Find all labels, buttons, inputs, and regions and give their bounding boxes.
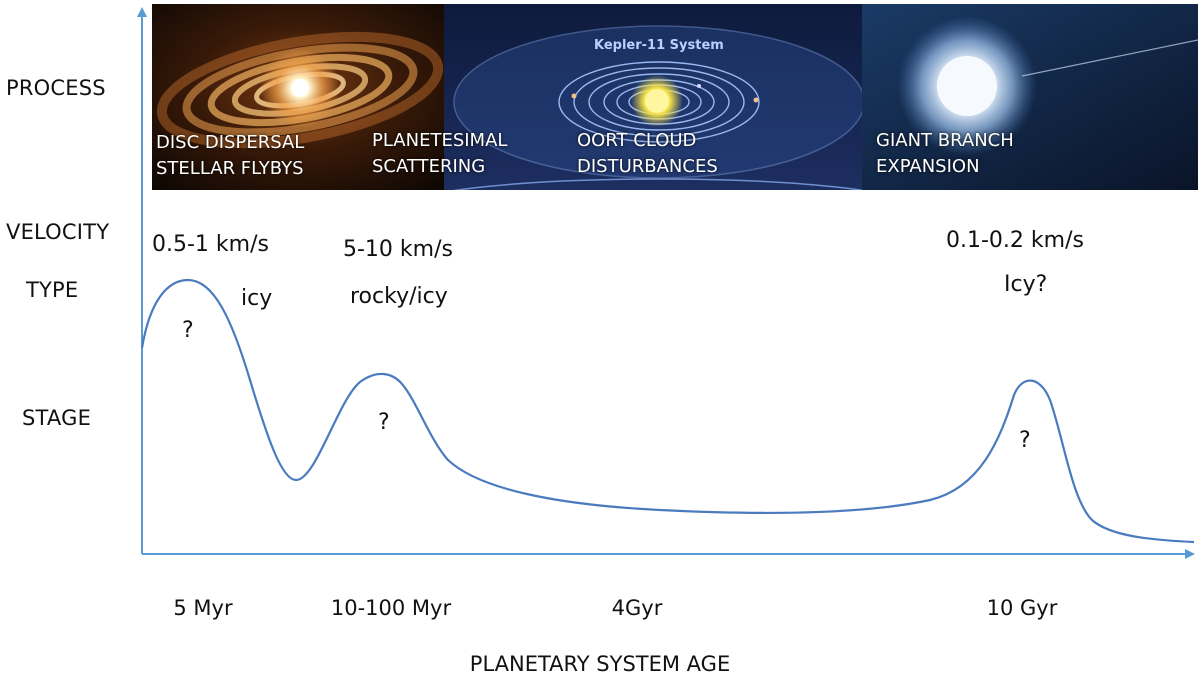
row-label-velocity: VELOCITY	[6, 220, 110, 244]
peak1-stage: ?	[182, 318, 194, 343]
peak1-type: icy	[241, 286, 273, 311]
panel-planetesimal-label: PLANETESIMAL SCATTERING	[372, 128, 507, 180]
disc-dispersal-text: DISC DISPERSAL	[156, 132, 305, 153]
peak3-type: Icy?	[1004, 272, 1048, 297]
stellar-flybys-text: STELLAR FLYBYS	[156, 158, 304, 179]
peak2-velocity: 5-10 km/s	[343, 237, 453, 262]
x-tick-10gyr: 10 Gyr	[986, 596, 1058, 620]
age-curve	[140, 278, 1195, 544]
peak2-stage: ?	[378, 410, 390, 435]
scattering-text: SCATTERING	[372, 156, 486, 177]
planetesimal-text: PLANETESIMAL	[372, 130, 508, 151]
panel-disc-label: DISC DISPERSAL STELLAR FLYBYS	[156, 130, 304, 182]
peak1-velocity: 0.5-1 km/s	[152, 232, 269, 257]
row-label-process: PROCESS	[6, 76, 106, 100]
disturbances-text: DISTURBANCES	[577, 156, 718, 177]
kepler-system-illustration	[444, 4, 862, 190]
peak3-stage: ?	[1019, 428, 1031, 453]
panel-giant-image	[862, 4, 1198, 190]
panel-oort-label: OORT CLOUD DISTURBANCES	[577, 128, 718, 180]
x-axis-title: PLANETARY SYSTEM AGE	[469, 652, 731, 676]
giant-star-illustration	[862, 4, 1198, 190]
peak3-velocity: 0.1-0.2 km/s	[946, 228, 1084, 253]
oort-cloud-text: OORT CLOUD	[577, 130, 697, 151]
expansion-text: EXPANSION	[876, 156, 980, 177]
x-tick-5myr: 5 Myr	[173, 596, 233, 620]
panel-giant-label: GIANT BRANCH EXPANSION	[876, 128, 1014, 180]
panel-kepler-image: Kepler-11 System	[444, 4, 862, 190]
row-label-type: TYPE	[26, 278, 79, 302]
kepler-system-title: Kepler-11 System	[594, 38, 724, 53]
x-tick-4gyr: 4Gyr	[611, 596, 663, 620]
panel-disc-image	[152, 4, 444, 190]
row-label-stage: STAGE	[22, 406, 92, 430]
giant-branch-text: GIANT BRANCH	[876, 130, 1014, 151]
x-tick-10-100myr: 10-100 Myr	[330, 596, 452, 620]
protoplanetary-disc-illustration	[152, 4, 444, 190]
peak2-type: rocky/icy	[350, 284, 448, 309]
